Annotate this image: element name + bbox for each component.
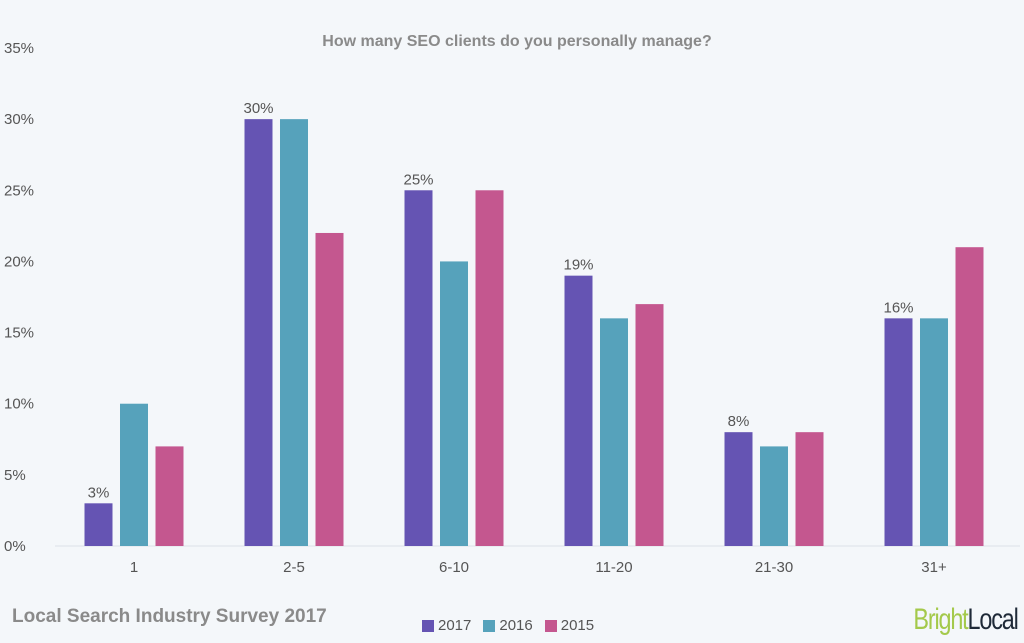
legend-item-2015: 2015 <box>544 617 595 634</box>
y-tick-label: 20% <box>4 253 34 270</box>
bar-2017-1 <box>84 503 113 546</box>
y-tick-label: 15% <box>4 325 34 342</box>
y-tick-label: 25% <box>4 182 34 199</box>
bar-2015-6-10 <box>475 190 504 547</box>
legend-label: 2015 <box>560 617 595 634</box>
legend-item-2017: 2017 <box>422 617 471 634</box>
bar-2017-6-10 <box>404 190 433 547</box>
bar-2015-21-30 <box>795 432 824 546</box>
survey-title: Local Search Industry Survey 2017 <box>12 606 327 627</box>
brightlocal-logo: BrightLocal <box>913 603 1019 636</box>
y-tick-label: 10% <box>4 396 34 413</box>
data-label: 16% <box>883 299 913 316</box>
data-label: 8% <box>728 413 750 430</box>
data-label: 25% <box>403 171 433 188</box>
x-tick-label: 11-20 <box>595 559 632 576</box>
legend-swatch <box>483 619 496 632</box>
bar-2017-31+ <box>884 318 913 546</box>
data-label: 19% <box>563 257 593 274</box>
x-tick-label: 2-5 <box>283 559 305 576</box>
x-tick-label: 1 <box>130 559 138 576</box>
x-tick-label: 31+ <box>921 559 947 576</box>
x-tick-label: 6-10 <box>439 559 469 576</box>
legend: 2017 2016 2015 <box>422 617 594 634</box>
bar-2017-2-5 <box>244 119 273 547</box>
bar-2015-11-20 <box>635 304 664 546</box>
bar-2016-11-20 <box>600 318 628 546</box>
data-label: 3% <box>88 484 110 501</box>
bar-2015-31+ <box>955 247 984 546</box>
y-tick-label: 5% <box>4 467 26 484</box>
y-tick-label: 30% <box>4 111 34 128</box>
bar-2016-1 <box>120 403 148 546</box>
y-tick-label: 0% <box>4 538 26 555</box>
legend-label: 2017 <box>438 617 472 634</box>
bar-2016-2-5 <box>280 119 308 547</box>
x-tick-label: 21-30 <box>755 559 793 576</box>
bar-2015-2-5 <box>315 232 344 546</box>
bar-2016-6-10 <box>440 261 468 546</box>
legend-swatch <box>544 619 557 632</box>
legend-item-2016: 2016 <box>483 617 533 634</box>
legend-swatch <box>422 619 434 632</box>
bar-2016-21-30 <box>760 446 788 546</box>
bar-2015-1 <box>155 446 184 546</box>
legend-label: 2016 <box>499 617 533 634</box>
bar-2016-31+ <box>920 318 948 546</box>
data-label: 30% <box>243 100 273 117</box>
y-tick-label: 35% <box>4 40 34 57</box>
bar-2017-11-20 <box>564 275 593 546</box>
bar-2017-21-30 <box>724 432 753 546</box>
chart-title: How many SEO clients do you personally m… <box>322 33 711 50</box>
